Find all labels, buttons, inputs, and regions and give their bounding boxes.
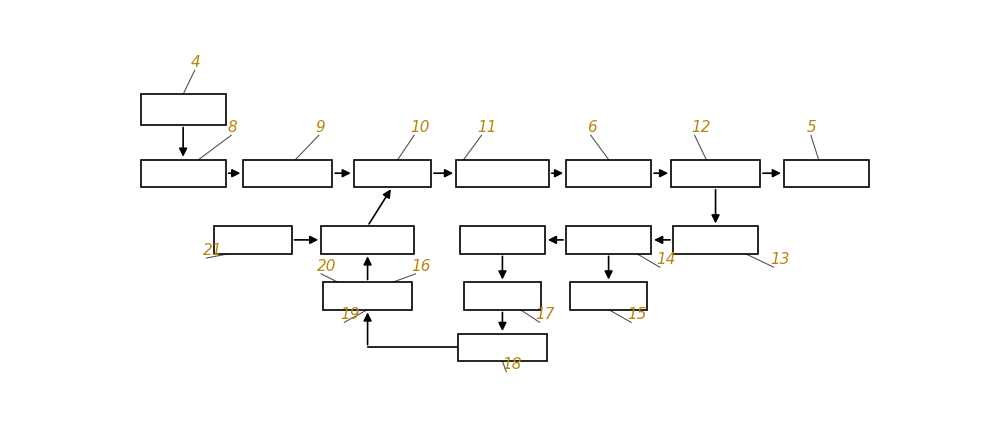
Text: 4: 4 <box>191 55 201 70</box>
Bar <box>243 159 332 187</box>
Text: 13: 13 <box>770 252 789 267</box>
Bar <box>460 226 545 253</box>
Bar <box>456 159 549 187</box>
Bar <box>566 159 651 187</box>
Text: 19: 19 <box>340 307 360 322</box>
Bar <box>458 334 547 361</box>
Bar <box>570 282 647 310</box>
Text: 9: 9 <box>315 120 325 135</box>
Text: 8: 8 <box>227 120 237 135</box>
Text: 15: 15 <box>627 307 647 322</box>
Text: 17: 17 <box>536 307 555 322</box>
Text: 14: 14 <box>656 252 675 267</box>
Bar <box>671 159 760 187</box>
Bar <box>464 282 541 310</box>
Bar <box>140 159 226 187</box>
Text: 6: 6 <box>587 120 597 135</box>
Bar <box>321 226 414 253</box>
Text: 21: 21 <box>202 243 222 258</box>
Bar <box>214 226 292 253</box>
Text: 20: 20 <box>317 259 337 274</box>
Bar <box>784 159 869 187</box>
Text: 18: 18 <box>502 357 522 372</box>
Bar <box>673 226 758 253</box>
Text: 10: 10 <box>410 120 430 135</box>
Bar <box>323 282 412 310</box>
Text: 5: 5 <box>807 120 817 135</box>
Text: 12: 12 <box>691 120 710 135</box>
Text: 11: 11 <box>478 120 497 135</box>
Bar <box>354 159 431 187</box>
Bar <box>140 94 226 125</box>
Bar <box>566 226 651 253</box>
Text: 16: 16 <box>412 259 431 274</box>
